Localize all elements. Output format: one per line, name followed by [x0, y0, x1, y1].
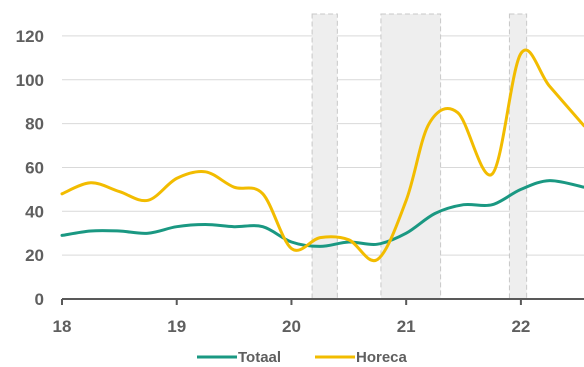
- y-tick-label: 40: [25, 202, 44, 221]
- y-tick-label: 100: [16, 71, 44, 90]
- shaded-period: [311, 13, 338, 300]
- y-tick-label: 0: [35, 290, 44, 309]
- x-tick-label: 18: [53, 317, 72, 336]
- series-lines: [60, 48, 584, 263]
- x-tick-labels: 18 19 20 21 22: [53, 317, 531, 336]
- y-tick-label: 60: [25, 158, 44, 177]
- x-tick-label: 20: [282, 317, 301, 336]
- series-line-totaal: [60, 179, 584, 248]
- y-tick-label: 20: [25, 246, 44, 265]
- series-line-horeca: [60, 48, 584, 263]
- y-tick-label: 80: [25, 115, 44, 134]
- shaded-period: [380, 13, 442, 300]
- x-axis: [61, 298, 584, 305]
- x-tick-label: 21: [397, 317, 416, 336]
- legend: Totaal Horeca: [197, 349, 408, 366]
- y-tick-label: 120: [16, 27, 44, 46]
- x-tick-label: 22: [511, 317, 530, 336]
- legend-label: Totaal: [238, 349, 281, 366]
- legend-label: Horeca: [356, 349, 408, 366]
- x-tick-label: 19: [167, 317, 186, 336]
- y-tick-labels: 0 20 40 60 80 100 120: [16, 27, 44, 309]
